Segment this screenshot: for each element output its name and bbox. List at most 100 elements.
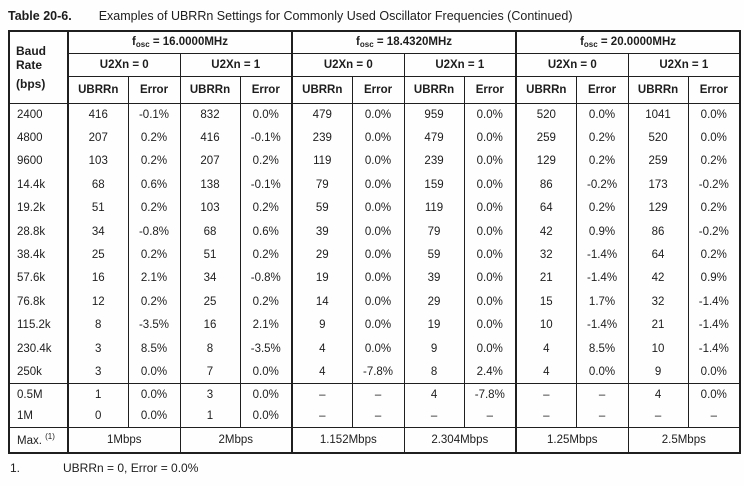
- ubrr-value: 10: [627, 336, 689, 361]
- error-value: 0.2%: [687, 149, 741, 174]
- error-value: -3.5%: [127, 313, 180, 337]
- error-value: 0.0%: [463, 126, 517, 150]
- error-value: -0.8%: [239, 266, 293, 291]
- ubrr-value: 138: [179, 173, 240, 197]
- error-value: 0.9%: [687, 266, 741, 291]
- u2x0-header: U2Xn = 0: [515, 53, 629, 77]
- error-value: -0.2%: [687, 219, 741, 244]
- ubrr-value: 3: [67, 360, 128, 384]
- ubrr-col-header: UBRRn: [291, 76, 353, 104]
- ubrr-value: 259: [627, 149, 689, 174]
- error-value: 0.0%: [463, 243, 517, 267]
- error-value: 0.2%: [127, 243, 180, 267]
- ubrr-value: 86: [627, 219, 689, 244]
- max-value: 2Mbps: [179, 427, 293, 453]
- error-value: 0.0%: [687, 103, 741, 127]
- error-value: -0.1%: [127, 103, 180, 127]
- table-row: 38.4k 25 0.2% 51 0.2% 29 0.0% 59 0.0% 32 -1.4% 64 0.…: [8, 243, 741, 267]
- error-value: 0.0%: [687, 126, 741, 150]
- u2x1-header: U2Xn = 1: [179, 53, 293, 77]
- max-label: Max. (1): [8, 427, 68, 453]
- ubrr-value: 51: [179, 243, 240, 267]
- ubrr-value: 32: [515, 243, 577, 267]
- ubrr-value: 4: [291, 336, 353, 361]
- table-row: 0.5M 1 0.0% 3 0.0% – –4 -7.8% – –4 0.0%: [8, 383, 741, 406]
- error-value: 0.0%: [463, 173, 517, 197]
- ubrr-value: 3: [67, 336, 128, 361]
- ubrr-value: 39: [291, 219, 353, 244]
- ubrr-value: 4: [291, 360, 353, 384]
- ubrr-value: –: [515, 405, 577, 428]
- ubrr-value: 86: [515, 173, 577, 197]
- baud-rate-value: 0.5M: [8, 383, 68, 406]
- error-value: -0.2%: [687, 173, 741, 197]
- footnote-text: UBRRn = 0, Error = 0.0%: [63, 461, 199, 475]
- error-col-header: Error: [351, 76, 405, 104]
- baud-rate-value: 4800: [8, 126, 68, 150]
- ubrr-value: 9: [291, 313, 353, 337]
- ubrr-value: 64: [627, 243, 689, 267]
- ubrr-value: 64: [515, 196, 577, 220]
- ubrr-value: 479: [403, 126, 465, 150]
- ubrr-value: 479: [291, 103, 353, 127]
- ubrr-value: 42: [515, 219, 577, 244]
- baud-rate-value: 14.4k: [8, 173, 68, 197]
- error-value: 0.0%: [463, 290, 517, 314]
- ubrr-value: 259: [515, 126, 577, 150]
- error-value: -1.4%: [687, 336, 741, 361]
- error-value: 0.0%: [575, 103, 629, 127]
- error-value: 0.0%: [463, 196, 517, 220]
- error-value: 0.2%: [575, 196, 629, 220]
- error-value: 0.0%: [463, 103, 517, 127]
- ubrr-value: 15: [515, 290, 577, 314]
- fosc-header-18mhz: fosc = 18.4320MHz: [291, 31, 517, 54]
- ubrr-value: 21: [515, 266, 577, 291]
- error-value: 0.0%: [351, 336, 405, 361]
- table-row: 250k 3 0.0% 7 0.0% 4 -7.8% 8 2.4% 4 0.0% 9 0.0%: [8, 360, 741, 384]
- ubrr-value: 173: [627, 173, 689, 197]
- footnote-ref: (1): [45, 432, 55, 442]
- error-value: 0.0%: [239, 383, 293, 406]
- ubrr-value: –: [291, 383, 353, 406]
- table-row: 14.4k 68 0.6% 138 -0.1% 79 0.0% 159 0.0% 86 -0.2% 1…: [8, 173, 741, 197]
- ubrr-col-header: UBRRn: [627, 76, 689, 104]
- table-row: 57.6k 16 2.1% 34 -0.8% 19 0.0% 39 0.0% 21 -1.4% 42 0…: [8, 266, 741, 291]
- ubrr-value: 14: [291, 290, 353, 314]
- ubrr-settings-table: Baud Rate (bps) fosc = 16.0000MHz fosc =…: [8, 30, 742, 454]
- error-value: 0.2%: [575, 126, 629, 150]
- ubrr-value: 129: [515, 149, 577, 174]
- error-value: -7.8%: [351, 360, 405, 384]
- ubrr-value: 520: [627, 126, 689, 150]
- ubrr-value: 16: [179, 313, 240, 337]
- table-row: 28.8k 34 -0.8% 68 0.6% 39 0.0% 79 0.0% 42 0.9% 86 -0…: [8, 219, 741, 244]
- error-value: 1.7%: [575, 290, 629, 314]
- ubrr-value: 29: [403, 290, 465, 314]
- baud-rate-value: 76.8k: [8, 290, 68, 314]
- error-value: –: [351, 405, 405, 428]
- ubrr-value: 1: [179, 405, 240, 428]
- error-value: 0.0%: [351, 266, 405, 291]
- error-value: 0.2%: [239, 243, 293, 267]
- error-value: -1.4%: [687, 313, 741, 337]
- error-value: 0.9%: [575, 219, 629, 244]
- ubrr-value: 1041: [627, 103, 689, 127]
- error-value: -1.4%: [687, 290, 741, 314]
- error-value: –: [575, 405, 629, 428]
- error-value: 0.0%: [687, 360, 741, 384]
- error-col-header: Error: [575, 76, 629, 104]
- ubrr-value: 103: [67, 149, 128, 174]
- error-value: 0.2%: [239, 149, 293, 174]
- ubrr-value: 119: [403, 196, 465, 220]
- error-value: 0.6%: [239, 219, 293, 244]
- ubrr-value: 239: [291, 126, 353, 150]
- ubrr-value: 19: [291, 266, 353, 291]
- error-value: 0.0%: [463, 149, 517, 174]
- ubrr-value: 79: [291, 173, 353, 197]
- baud-rate-value: 28.8k: [8, 219, 68, 244]
- ubrr-value: 416: [67, 103, 128, 127]
- error-value: 0.0%: [351, 149, 405, 174]
- ubrr-col-header: UBRRn: [515, 76, 577, 104]
- error-value: 2.4%: [463, 360, 517, 384]
- error-value: 0.2%: [239, 196, 293, 220]
- table-row: 4800 207 0.2% 416 -0.1% 239 0.0% 479 0.0% 259 0.2%…: [8, 126, 741, 150]
